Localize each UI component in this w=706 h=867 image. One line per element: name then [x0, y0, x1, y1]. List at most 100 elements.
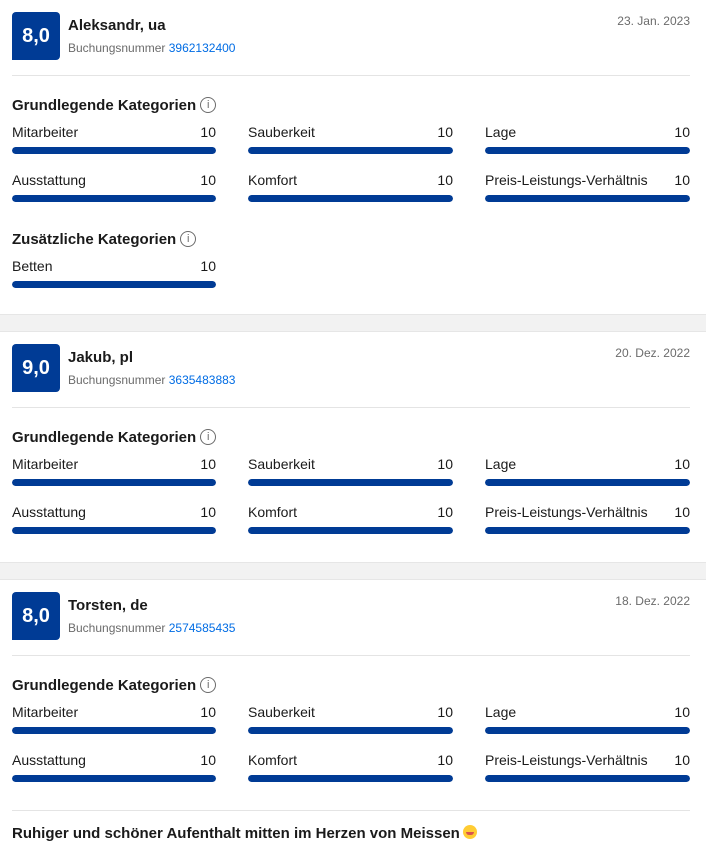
category-item: Mitarbeiter 10 [12, 120, 216, 168]
category-label: Preis-Leistungs-Verhältnis [485, 172, 648, 188]
category-value: 10 [200, 752, 216, 768]
basic-categories-grid: Mitarbeiter 10 Sauberkeit 10 Lage 10 Aussta… [12, 452, 690, 562]
category-bar-fill [12, 147, 216, 154]
category-value: 10 [200, 504, 216, 520]
booking-label: Buchungsnummer [68, 373, 166, 387]
category-bar [485, 527, 690, 534]
booking-number[interactable]: 3962132400 [168, 41, 236, 55]
category-bar [248, 195, 453, 202]
score-badge: 8,0 [12, 592, 60, 640]
category-label: Lage [485, 456, 517, 472]
category-item: Preis-Leistungs-Verhältnis 10 [485, 168, 690, 216]
info-icon[interactable]: i [200, 429, 217, 445]
category-bar [248, 479, 453, 486]
reviewer-name: Aleksandr, ua [68, 17, 166, 34]
category-value: 10 [437, 124, 453, 140]
category-item: Sauberkeit 10 [248, 452, 453, 500]
extra-categories-heading: Zusätzliche Kategorien i [12, 230, 690, 248]
category-label: Sauberkeit [248, 456, 315, 472]
basic-categories-title: Grundlegende Kategorien [12, 96, 197, 114]
category-item: Sauberkeit 10 [248, 700, 453, 748]
category-value: 10 [674, 704, 690, 720]
category-bar-fill [485, 147, 690, 154]
booking-info: Buchungsnummer 3962132400 [68, 41, 235, 55]
category-bar [485, 195, 690, 202]
category-bar [12, 281, 216, 288]
category-label: Preis-Leistungs-Verhältnis [485, 752, 648, 768]
category-bar-fill [248, 479, 453, 486]
booking-number[interactable]: 3635483883 [168, 373, 236, 387]
review-card: 8,0 Aleksandr, ua Buchungsnummer 3962132… [0, 0, 706, 314]
category-item: Komfort 10 [248, 168, 453, 216]
info-icon[interactable]: i [180, 231, 197, 247]
category-item: Ausstattung 10 [12, 500, 216, 548]
category-bar [12, 147, 216, 154]
info-icon[interactable]: i [200, 677, 217, 693]
category-bar-fill [248, 195, 453, 202]
category-item: Sauberkeit 10 [248, 120, 453, 168]
review-date: 20. Dez. 2022 [615, 346, 690, 360]
review-separator [0, 562, 706, 580]
category-bar [485, 479, 690, 486]
score-badge: 9,0 [12, 344, 60, 392]
basic-categories-grid: Mitarbeiter 10 Sauberkeit 10 Lage 10 Aussta… [12, 700, 690, 796]
basic-categories-title: Grundlegende Kategorien [12, 428, 197, 446]
review-header: 8,0 Aleksandr, ua Buchungsnummer 3962132… [12, 0, 690, 76]
category-bar-fill [12, 527, 216, 534]
category-value: 10 [437, 704, 453, 720]
category-item: Lage 10 [485, 700, 690, 748]
review-date: 18. Dez. 2022 [615, 594, 690, 608]
category-value: 10 [437, 172, 453, 188]
category-label: Sauberkeit [248, 124, 315, 140]
category-value: 10 [437, 504, 453, 520]
info-icon[interactable]: i [200, 97, 217, 113]
category-value: 10 [200, 704, 216, 720]
category-item: Mitarbeiter 10 [12, 452, 216, 500]
category-item: Lage 10 [485, 120, 690, 168]
category-bar [12, 195, 216, 202]
category-item: Komfort 10 [248, 500, 453, 548]
category-bar-fill [12, 281, 216, 288]
category-bar [12, 727, 216, 734]
category-bar [12, 775, 216, 782]
category-value: 10 [200, 456, 216, 472]
category-label: Komfort [248, 172, 298, 188]
basic-categories-grid: Mitarbeiter 10 Sauberkeit 10 Lage 10 Aussta… [12, 120, 690, 216]
category-item: Betten 10 [12, 254, 216, 302]
category-item: Mitarbeiter 10 [12, 700, 216, 748]
category-bar [485, 727, 690, 734]
category-value: 10 [674, 172, 690, 188]
category-label: Lage [485, 704, 517, 720]
category-bar [485, 147, 690, 154]
category-bar [248, 775, 453, 782]
category-label: Sauberkeit [248, 704, 315, 720]
category-item: Komfort 10 [248, 748, 453, 796]
category-bar [485, 775, 690, 782]
category-bar-fill [12, 479, 216, 486]
category-value: 10 [200, 258, 216, 274]
booking-number[interactable]: 2574585435 [168, 621, 236, 635]
category-bar-fill [248, 727, 453, 734]
review-card: 9,0 Jakub, pl Buchungsnummer 3635483883 … [0, 332, 706, 562]
category-item: Lage 10 [485, 452, 690, 500]
category-bar-fill [485, 195, 690, 202]
category-item: Ausstattung 10 [12, 748, 216, 796]
category-label: Ausstattung [12, 752, 86, 768]
score-badge: 8,0 [12, 12, 60, 60]
basic-categories-heading: Grundlegende Kategorien i [12, 96, 690, 114]
review-header: 8,0 Torsten, de Buchungsnummer 257458543… [12, 580, 690, 656]
category-bar-fill [12, 727, 216, 734]
category-label: Mitarbeiter [12, 124, 79, 140]
category-value: 10 [674, 124, 690, 140]
category-label: Preis-Leistungs-Verhältnis [485, 504, 648, 520]
review-title-text: Ruhiger und schöner Aufenthalt mitten im… [12, 825, 460, 842]
category-label: Lage [485, 124, 517, 140]
review-header: 9,0 Jakub, pl Buchungsnummer 3635483883 … [12, 332, 690, 408]
category-bar-fill [485, 479, 690, 486]
category-label: Mitarbeiter [12, 456, 79, 472]
reviewer-name: Jakub, pl [68, 349, 134, 366]
extra-categories-title: Zusätzliche Kategorien [12, 230, 177, 248]
category-label: Komfort [248, 752, 298, 768]
category-label: Ausstattung [12, 504, 86, 520]
category-label: Mitarbeiter [12, 704, 79, 720]
